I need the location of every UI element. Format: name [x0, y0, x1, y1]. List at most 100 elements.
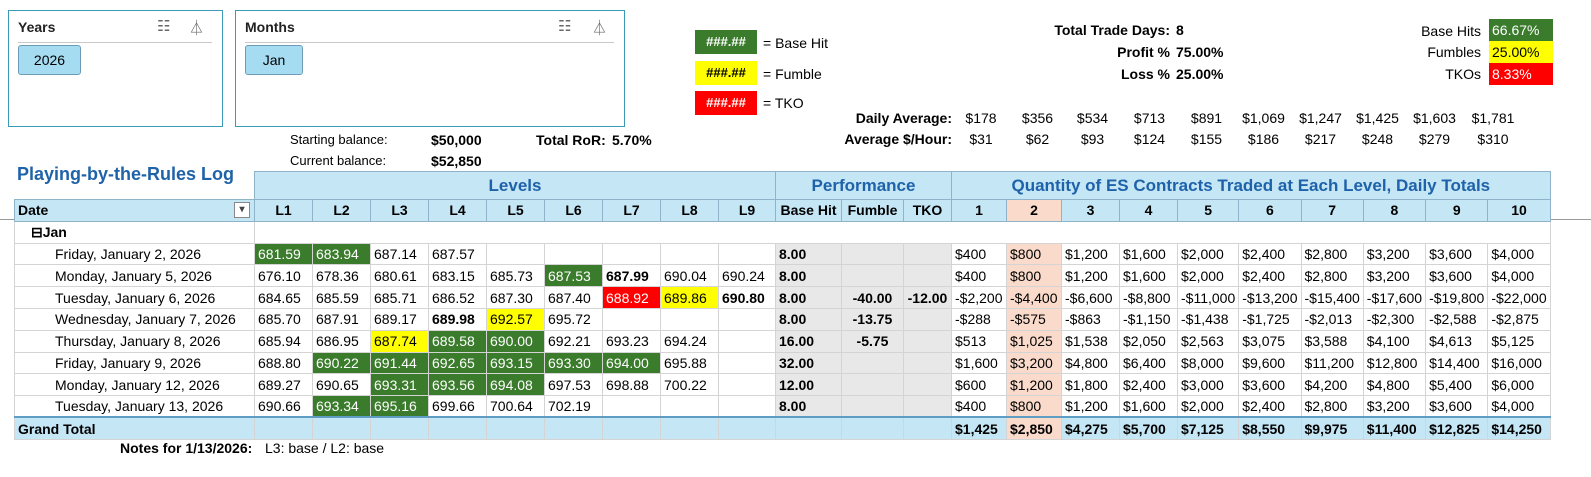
avg-per-hour-value: $279 [1418, 131, 1451, 147]
table-row: Monday, January 5, 2026 676.10 678.36 680.6… [14, 264, 1551, 288]
starting-balance-value: $50,000 [431, 132, 482, 148]
level-cell: 689.27 [254, 373, 313, 397]
qty-cell: -$22,000 [1487, 286, 1551, 309]
legend-tko-label: = TKO [763, 95, 804, 111]
level-cell: 690.24 [718, 264, 776, 288]
level-cell: 692.21 [544, 329, 603, 353]
tkos-value: 8.33% [1489, 63, 1553, 85]
month-group-label[interactable]: ⊟Jan [14, 220, 255, 244]
month-group-spacer [254, 220, 1551, 244]
grand-total-spacer [718, 416, 776, 440]
qty-cell: $2,050 [1119, 329, 1178, 353]
tkos-label: TKOs [1445, 66, 1481, 82]
level-cell: 680.61 [370, 264, 429, 288]
level-cell: 685.94 [254, 329, 313, 353]
qty-cell: -$8,800 [1119, 286, 1178, 309]
level-cell [660, 395, 719, 418]
qty-cell: $4,613 [1425, 329, 1489, 353]
qty-cell: -$575 [1006, 307, 1062, 331]
level-cell: 690.22 [312, 351, 371, 375]
qty-cell: -$2,588 [1425, 307, 1489, 331]
table-row: Friday, January 9, 2026 688.80 690.22 691.4… [14, 351, 1551, 375]
level-cell: 690.66 [254, 395, 313, 418]
level-cell: 689.98 [428, 307, 487, 331]
qty-cell: $16,000 [1487, 351, 1551, 375]
level-cell [486, 242, 545, 266]
qty-cell: $4,000 [1487, 395, 1551, 418]
perf-header-2: TKO [903, 199, 952, 222]
level-cell: 688.80 [254, 351, 313, 375]
log-title: Playing-by-the-Rules Log [17, 164, 235, 184]
grand-total-qty: $12,825 [1425, 416, 1489, 440]
perf-cell [841, 351, 904, 375]
level-cell: 693.23 [602, 329, 661, 353]
level-cell: 700.22 [660, 373, 719, 397]
slicer-item-2026[interactable]: 2026 [18, 45, 81, 75]
multi-select-icon[interactable]: ☷ [157, 18, 171, 35]
grand-total-qty: $9,975 [1300, 416, 1364, 440]
qty-cell: $5,125 [1487, 329, 1551, 353]
slicer-divider [245, 42, 614, 43]
qty-cell: $9,600 [1238, 351, 1302, 375]
level-cell: 695.16 [370, 395, 429, 418]
clear-filter-icon[interactable]: ⏃ [592, 20, 608, 37]
qty-cell: $3,075 [1238, 329, 1302, 353]
profit-pct-label: Profit % [1117, 44, 1170, 60]
qty-cell: $3,200 [1362, 242, 1427, 266]
qty-cell: $6,000 [1487, 373, 1551, 397]
level-cell: 695.72 [544, 307, 603, 331]
level-cell [602, 242, 661, 266]
level-header-l9: L9 [718, 199, 776, 222]
level-cell [718, 351, 776, 375]
qty-cell: $1,200 [1061, 242, 1120, 266]
filter-dropdown-icon[interactable]: ▾ [234, 202, 250, 218]
row-date: Monday, January 12, 2026 [14, 373, 255, 397]
daily-average-value: $534 [1076, 110, 1109, 126]
clear-filter-icon[interactable]: ⏃ [189, 20, 205, 37]
level-cell: 678.36 [312, 264, 371, 288]
daily-average-value: $1,781 [1471, 110, 1515, 126]
qty-header-10: 10 [1487, 199, 1551, 222]
fumbles-label: Fumbles [1427, 44, 1481, 60]
level-cell: 693.30 [544, 351, 603, 375]
qty-cell: $4,100 [1362, 329, 1427, 353]
level-cell: 689.86 [660, 286, 719, 309]
level-cell: 702.19 [544, 395, 603, 418]
date-column-header[interactable]: Date ▾ [14, 199, 255, 222]
qty-cell: $1,800 [1061, 373, 1120, 397]
qty-cell: -$13,200 [1238, 286, 1302, 309]
grand-total-spacer [660, 416, 719, 440]
qty-header-4: 4 [1119, 199, 1178, 222]
perf-cell [841, 264, 904, 288]
level-cell [660, 307, 719, 331]
total-trade-days-label: Total Trade Days: [1054, 22, 1170, 38]
slicer-item-jan[interactable]: Jan [245, 45, 303, 75]
legend-tko-sample: ###.## [695, 91, 757, 115]
avg-per-hour-value: $31 [969, 131, 993, 147]
daily-average-value: $1,603 [1413, 110, 1456, 126]
perf-cell: 16.00 [775, 329, 842, 353]
table-row: Monday, January 12, 2026 689.27 690.65 693.… [14, 373, 1551, 397]
total-ror-label: Total RoR: [536, 132, 606, 148]
qty-cell: $400 [951, 395, 1007, 418]
level-cell: 693.31 [370, 373, 429, 397]
level-cell: 694.08 [486, 373, 545, 397]
legend-fumble-sample: ###.## [695, 61, 757, 85]
qty-cell: $14,400 [1425, 351, 1489, 375]
daily-average-label: Daily Average: [855, 110, 952, 126]
level-cell: 687.40 [544, 286, 603, 309]
qty-cell: -$17,600 [1362, 286, 1427, 309]
qty-cell: $3,600 [1425, 242, 1489, 266]
qty-cell: -$2,875 [1487, 307, 1551, 331]
level-cell: 692.57 [486, 307, 545, 331]
qty-cell: -$1,150 [1119, 307, 1178, 331]
row-date: Tuesday, January 13, 2026 [14, 395, 255, 418]
perf-cell: -40.00 [841, 286, 904, 309]
notes-label: Notes for 1/13/2026: [120, 440, 253, 456]
years-slicer: Years ☷ ⏃ 2026 [8, 10, 223, 127]
perf-cell: -12.00 [903, 286, 952, 309]
multi-select-icon[interactable]: ☷ [558, 18, 572, 35]
grand-total-spacer [775, 416, 842, 440]
perf-cell [903, 395, 952, 418]
avg-per-hour-value: $124 [1133, 131, 1166, 147]
